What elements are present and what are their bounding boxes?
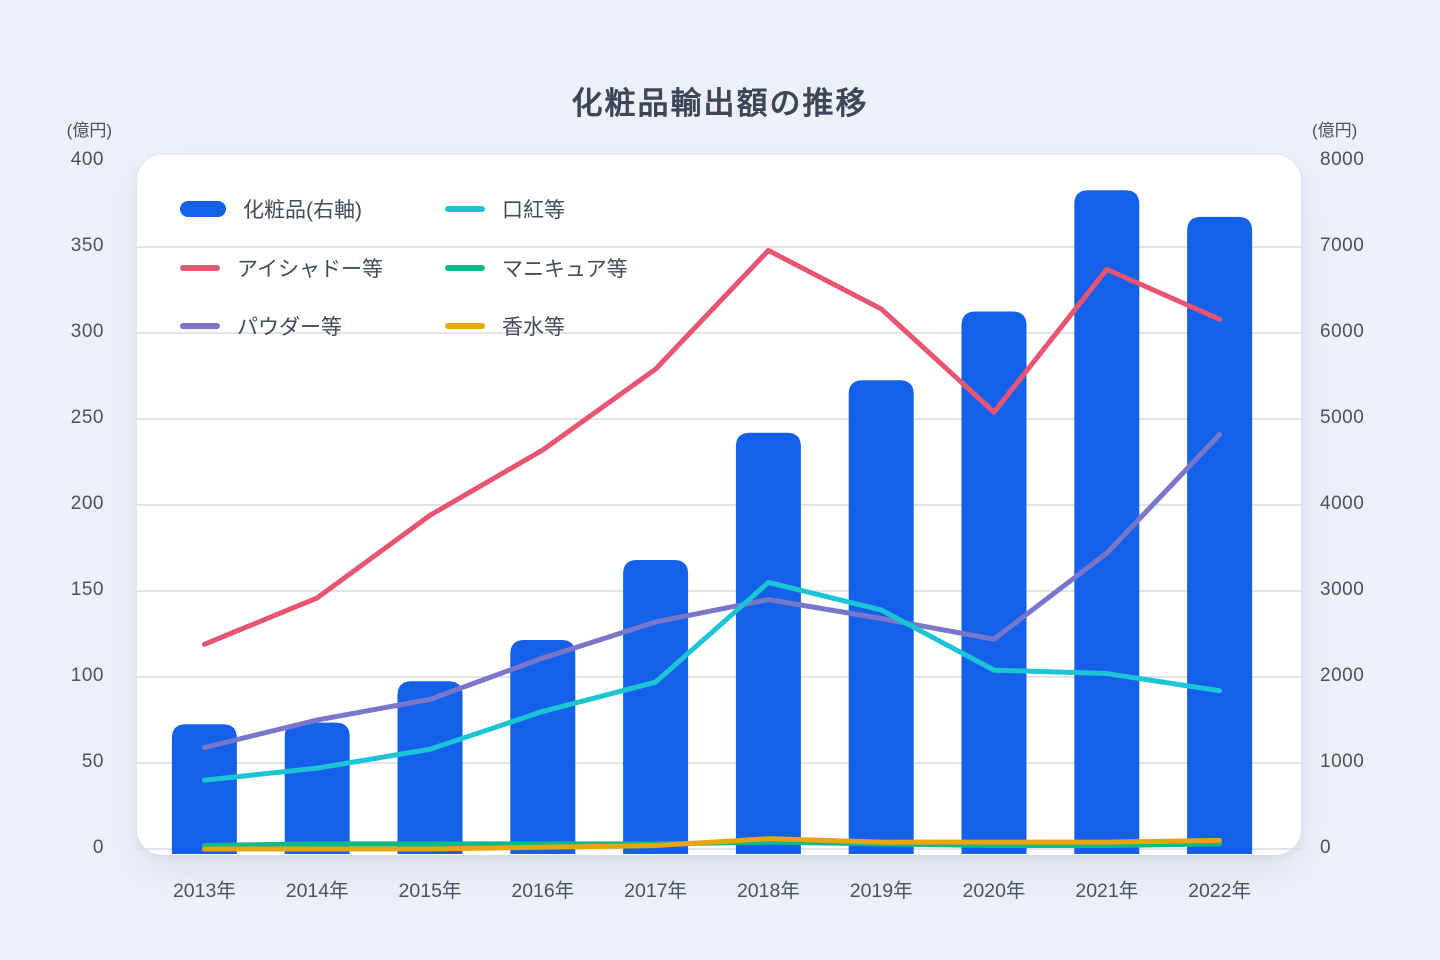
right-axis-tick-4000: 4000 [1320, 493, 1365, 514]
legend-label-manicure: マニキュア等 [502, 257, 628, 281]
x-axis-label-2015年: 2015年 [398, 880, 462, 902]
x-axis-label-2022年: 2022年 [1188, 880, 1252, 902]
left-axis-tick-200: 200 [70, 493, 104, 514]
x-axis-label-2017年: 2017年 [624, 880, 688, 902]
x-axis-label-2013年: 2013年 [172, 880, 236, 902]
left-axis-tick-350: 350 [70, 235, 104, 256]
right-axis-tick-3000: 3000 [1320, 579, 1365, 600]
right-axis-tick-2000: 2000 [1320, 665, 1365, 686]
legend-swatch-cosmetics [180, 201, 226, 217]
legend-swatch-perfume [445, 323, 485, 329]
right-axis-tick-5000: 5000 [1320, 407, 1365, 428]
legend-swatch-powder [180, 323, 220, 329]
legend-item-lipstick: 口紅等 [445, 196, 565, 222]
legend-label-perfume: 香水等 [502, 316, 565, 339]
right-axis-tick-1000: 1000 [1320, 751, 1365, 772]
left-axis-tick-150: 150 [70, 579, 104, 600]
left-axis-unit: (億円) [66, 121, 112, 140]
legend-label-cosmetics: 化粧品(右軸) [243, 199, 362, 222]
legend-item-manicure: マニキュア等 [445, 255, 628, 281]
left-axis-tick-400: 400 [70, 149, 104, 170]
x-axis-label-2020年: 2020年 [962, 880, 1026, 902]
right-axis-tick-6000: 6000 [1320, 321, 1365, 342]
x-axis-label-2021年: 2021年 [1075, 880, 1139, 902]
left-axis-tick-250: 250 [70, 407, 104, 428]
legend-label-powder: パウダー等 [237, 316, 342, 339]
legend-item-cosmetics: 化粧品(右軸) [180, 196, 362, 222]
legend-label-lipstick: 口紅等 [502, 199, 565, 222]
right-axis-tick-0: 0 [1320, 837, 1332, 858]
chart-title: 化粧品輸出額の推移 [571, 86, 869, 121]
x-axis-label-2018年: 2018年 [736, 880, 800, 902]
legend-item-perfume: 香水等 [445, 313, 565, 339]
legend-item-eyeshadow: アイシャドー等 [180, 255, 383, 281]
left-axis-tick-0: 0 [92, 837, 104, 858]
legend-label-eyeshadow: アイシャドー等 [237, 257, 383, 281]
legend-swatch-lipstick [445, 206, 485, 212]
left-axis-tick-100: 100 [70, 665, 104, 686]
right-axis-tick-7000: 7000 [1320, 235, 1365, 256]
x-axis-label-2014年: 2014年 [285, 880, 349, 902]
x-axis-label-2019年: 2019年 [849, 880, 913, 902]
legend-swatch-eyeshadow [180, 264, 220, 271]
right-axis-unit: (億円) [1312, 121, 1358, 140]
left-axis-tick-300: 300 [70, 321, 104, 342]
x-axis-label-2016年: 2016年 [511, 880, 575, 902]
right-axis-tick-8000: 8000 [1320, 149, 1365, 170]
left-axis-tick-50: 50 [81, 751, 104, 772]
legend-swatch-manicure [445, 264, 485, 271]
legend-item-powder: パウダー等 [180, 313, 342, 339]
